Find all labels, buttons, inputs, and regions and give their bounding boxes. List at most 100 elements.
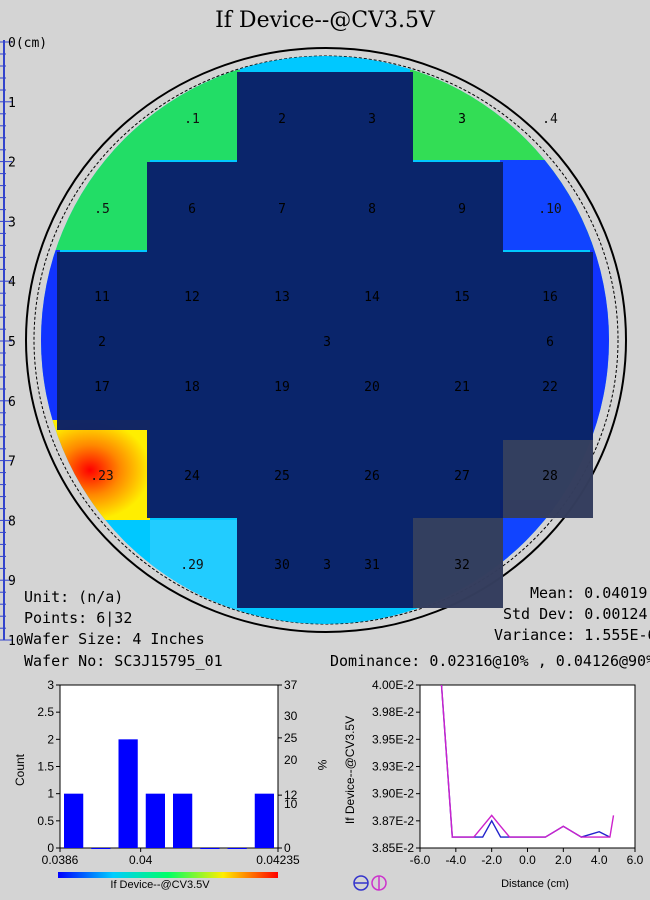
- line-profile-chart: -6.0 -4.0 -2.0 0.0 2.0 4.0 6.0 4.00E-2 3.98E-2 3.…: [343, 678, 644, 891]
- die-label: 9: [458, 202, 466, 217]
- wafer-size-text: Wafer Size: 4 Inches: [24, 630, 205, 648]
- die-label: 27: [454, 469, 470, 484]
- die-region: [57, 72, 593, 608]
- die-label: 15: [454, 290, 470, 305]
- gray-edge-die: [413, 518, 503, 608]
- ruler-label: 9: [8, 574, 16, 589]
- x-tick-label: 6.0: [627, 853, 644, 867]
- histogram-bar: [91, 848, 111, 849]
- die-label: 28: [542, 469, 558, 484]
- x-tick-label: 0.04235: [256, 853, 300, 867]
- die-label: 24: [184, 469, 200, 484]
- die-label: 11: [94, 290, 110, 305]
- y2-tick-label: 30: [284, 709, 298, 723]
- die-label: 16: [542, 290, 558, 305]
- histogram-bars: [64, 739, 274, 849]
- die-label: 30: [274, 558, 290, 573]
- y-axis-label: If Device--@CV3.5V: [343, 716, 357, 824]
- histogram-bar: [173, 793, 193, 848]
- y-tick-label: 3.87E-2: [372, 814, 414, 828]
- chart-title: If Device--@CV3.5V: [215, 8, 435, 33]
- die-label: 3: [458, 112, 466, 127]
- ruler-label: 8: [8, 514, 16, 529]
- die-label: .23: [90, 469, 113, 484]
- wafer-no-text: Wafer No: SC3J15795_01: [24, 652, 223, 670]
- die-label: 6: [546, 335, 554, 350]
- color-scale-bar: [58, 872, 278, 878]
- y2-tick-label: 25: [284, 731, 298, 745]
- wafer-outline: [25, 47, 627, 633]
- toggle-icons[interactable]: [353, 875, 387, 891]
- line-series: [440, 684, 615, 838]
- y2-axis-label: %: [315, 760, 329, 771]
- y-tick-label: 3.93E-2: [372, 760, 414, 774]
- x-axis-label: If Device--@CV3.5V: [110, 879, 210, 891]
- die-labels: .1 2 3 3 .4 .5 6 7 8 9 .10 11 12 13 14 15 16 2 3 6 17 18 19 20 2…: [90, 112, 561, 573]
- die-label: .10: [538, 202, 561, 217]
- ruler-label: 1: [8, 96, 16, 111]
- histogram-bar: [118, 739, 138, 848]
- histogram-bar: [64, 793, 84, 848]
- dominance-text: Dominance: 0.02316@10% , 0.04126@90%: [330, 652, 650, 670]
- x-tick-label: 0.0386: [42, 853, 79, 867]
- wafer-inner-outline: [33, 55, 619, 625]
- x-tick-label: -4.0: [445, 853, 466, 867]
- die-label: 3: [323, 335, 331, 350]
- ruler-label: 7: [8, 455, 16, 470]
- die-label: 17: [94, 380, 110, 395]
- y-axis-label: Count: [13, 753, 27, 786]
- variance-text: Variance: 1.555E-6: [494, 626, 650, 644]
- die-label: 18: [184, 380, 200, 395]
- gray-edge-die: [503, 440, 593, 518]
- ruler-label: 5: [8, 335, 16, 350]
- y2-tick-label: 20: [284, 753, 298, 767]
- y-tick-label: 0.5: [37, 814, 54, 828]
- y2-tick-label: 12: [284, 788, 298, 802]
- y2-tick-label: 10: [284, 797, 298, 811]
- y-tick-label: 2: [47, 732, 54, 746]
- die-label: 12: [184, 290, 200, 305]
- y-tick-label: 1: [47, 787, 54, 801]
- die-label: 22: [542, 380, 558, 395]
- y-tick-label: 3.95E-2: [372, 732, 414, 746]
- y-tick-label: 2.5: [37, 705, 54, 719]
- ruler-label: 10: [8, 634, 24, 649]
- ruler-label: 3: [8, 215, 16, 230]
- die-label: 32: [454, 558, 470, 573]
- y2-tick-label: 37: [284, 678, 298, 692]
- die-label: 13: [274, 290, 290, 305]
- die-label: .29: [180, 558, 203, 573]
- y-tick-label: 3.98E-2: [372, 705, 414, 719]
- y-tick-label: 3: [47, 678, 54, 692]
- ruler-label: 6: [8, 395, 16, 410]
- die-label: 3: [323, 558, 331, 573]
- ruler: 0(cm) 1 2 3 4 5 6 7 8 9 10: [0, 36, 47, 649]
- die-label: 21: [454, 380, 470, 395]
- points-text: Points: 6|32: [24, 609, 133, 627]
- x-tick-label: 0.04: [129, 853, 153, 867]
- x-tick-label: 4.0: [591, 853, 608, 867]
- histogram-bar: [200, 848, 220, 849]
- series-line: [440, 684, 615, 838]
- y-tick-label: 4.00E-2: [372, 678, 414, 692]
- die-label: 31: [364, 558, 380, 573]
- die-label: .4: [542, 112, 558, 127]
- ruler-label: 2: [8, 156, 16, 171]
- unit-text: Unit: (n/a): [24, 588, 124, 606]
- die-label: 25: [274, 469, 290, 484]
- ruler-label: 0(cm): [8, 36, 47, 51]
- line-axes: -6.0 -4.0 -2.0 0.0 2.0 4.0 6.0 4.00E-2 3.98E-2 3.…: [372, 678, 644, 867]
- die-label: 14: [364, 290, 380, 305]
- histogram-bar: [145, 793, 165, 848]
- y-tick-label: 0: [47, 841, 54, 855]
- y-tick-label: 3.85E-2: [372, 841, 414, 855]
- x-axis-label: Distance (cm): [501, 878, 569, 890]
- histogram-bar: [254, 793, 274, 848]
- die-label: 3: [368, 112, 376, 127]
- y-tick-label: 3.90E-2: [372, 787, 414, 801]
- die-label: 19: [274, 380, 290, 395]
- die-label: 7: [278, 202, 286, 217]
